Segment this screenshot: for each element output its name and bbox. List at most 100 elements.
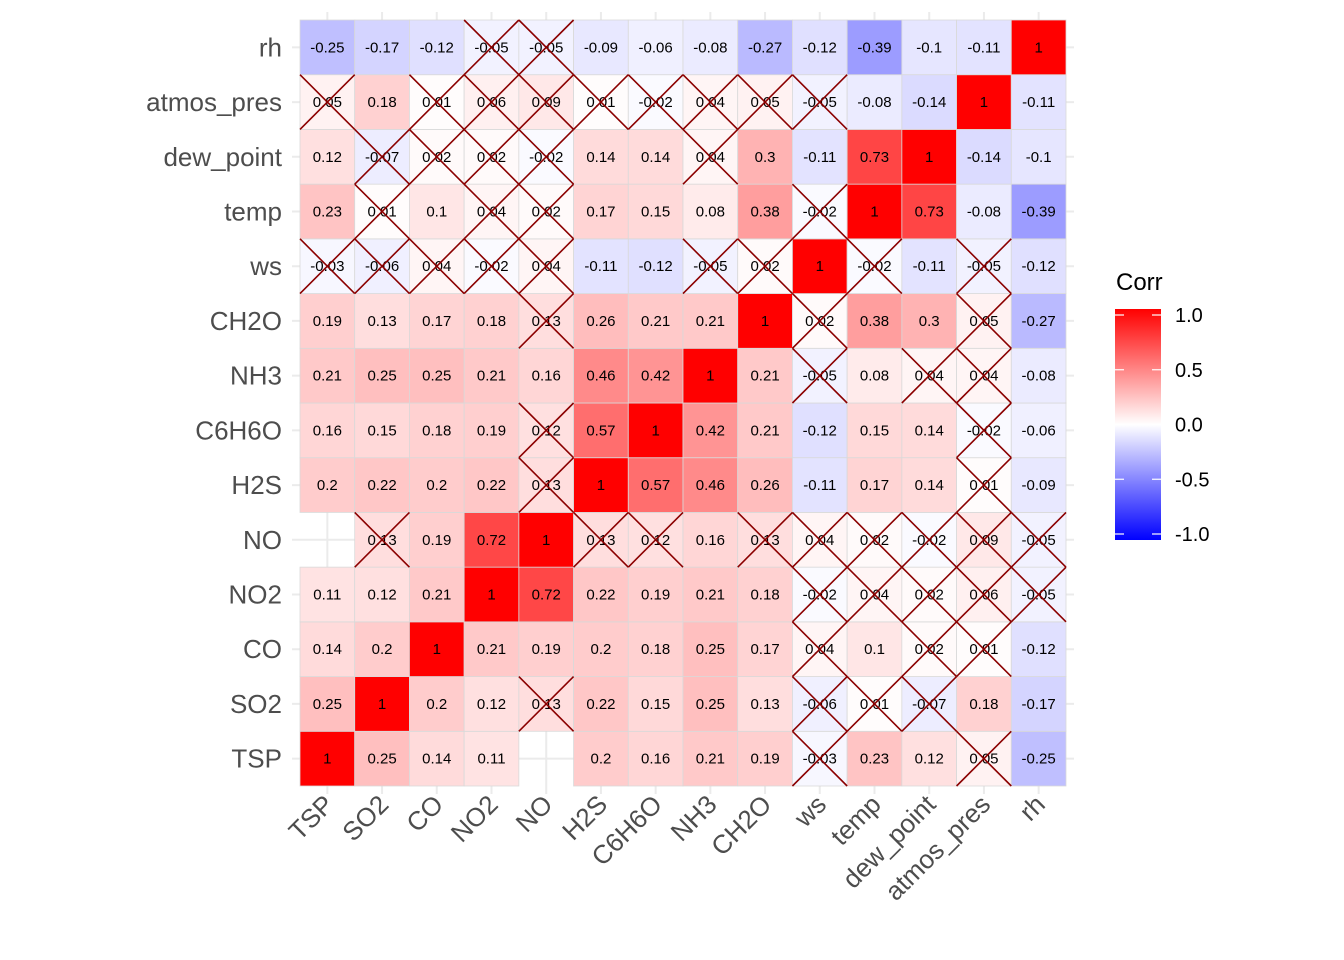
cell-value-label: 0.15 xyxy=(860,422,889,439)
y-tick-label: NO xyxy=(243,525,282,555)
heatmap-cell xyxy=(573,347,629,404)
cross-mark xyxy=(463,74,520,130)
cell-value-label: -0.12 xyxy=(1022,258,1056,275)
cell-value-label: 0.16 xyxy=(313,422,342,439)
cell-value-label: 0.38 xyxy=(860,313,889,330)
heatmap-cell xyxy=(354,293,410,349)
heatmap-cell xyxy=(901,19,957,76)
cell-value-label: 1 xyxy=(870,204,878,221)
heatmap-cell xyxy=(1010,74,1067,130)
cross-mark xyxy=(354,511,410,568)
heatmap-cell xyxy=(682,347,739,404)
heatmap-cell xyxy=(682,730,739,787)
cell-value-label: 0.15 xyxy=(367,422,396,439)
cell-value-label: 0.57 xyxy=(586,422,615,439)
cell-value-label: 0.21 xyxy=(313,368,342,385)
cell-value-label: -0.11 xyxy=(803,149,836,166)
cross-mark xyxy=(463,19,520,76)
heatmap-cell xyxy=(299,129,356,185)
heatmap-cell xyxy=(518,512,574,568)
cross-mark xyxy=(846,676,903,732)
heatmap-cell xyxy=(1010,730,1067,787)
y-tick-label: rh xyxy=(259,32,282,62)
cell-value-label: 0.2 xyxy=(372,641,393,658)
heatmap-cell xyxy=(627,676,684,732)
cell-value-label: 0.14 xyxy=(313,641,342,658)
heatmap-cell xyxy=(299,347,356,404)
cross-mark xyxy=(682,128,739,185)
cross-mark xyxy=(573,74,629,130)
cell-value-label: 0.3 xyxy=(919,313,940,330)
cross-mark xyxy=(463,238,520,295)
heatmap-cell xyxy=(409,183,465,240)
heatmap-cell xyxy=(409,730,465,787)
heatmap-cell xyxy=(627,129,684,185)
heatmap-cell xyxy=(1010,402,1067,459)
cell-value-label: 0.15 xyxy=(641,696,670,713)
x-tick-label: rh xyxy=(1013,789,1051,827)
cross-mark xyxy=(408,128,465,185)
cell-value-label: 0.18 xyxy=(969,696,998,713)
cell-value-label: 0.19 xyxy=(313,313,342,330)
cell-value-label: -0.11 xyxy=(1022,94,1055,111)
cell-value-label: 0.21 xyxy=(696,313,725,330)
heatmap-cell xyxy=(573,457,629,513)
cell-value-label: 0.22 xyxy=(367,477,396,494)
heatmap-cell xyxy=(463,676,520,732)
cell-value-label: 0.42 xyxy=(641,368,670,385)
cell-value-label: 0.16 xyxy=(532,368,561,385)
cell-value-label: 0.18 xyxy=(422,422,451,439)
heatmap-cell xyxy=(573,402,629,459)
cell-value-label: 0.25 xyxy=(422,368,451,385)
cell-value-label: 0.21 xyxy=(422,587,451,604)
heatmap-cell xyxy=(354,676,410,732)
cell-value-label: 0.18 xyxy=(750,587,779,604)
heatmap-cell xyxy=(627,183,684,240)
cell-value-label: 0.25 xyxy=(367,751,396,768)
x-tick-label: TSP xyxy=(283,789,340,846)
cell-value-label: 0.38 xyxy=(750,204,779,221)
heatmap-cell xyxy=(299,457,356,513)
cell-value-label: 1 xyxy=(706,368,714,385)
cell-value-label: 0.2 xyxy=(426,696,447,713)
cell-value-label: 0.2 xyxy=(426,477,447,494)
cell-value-label: 0.72 xyxy=(532,587,561,604)
heatmap-cell xyxy=(627,19,684,76)
x-tick-label: SO2 xyxy=(336,789,394,847)
cell-value-label: 0.14 xyxy=(915,477,944,494)
heatmap-cell xyxy=(463,566,520,623)
cell-value-label: 0.21 xyxy=(641,313,670,330)
cross-mark xyxy=(901,676,958,732)
cell-value-label: 0.3 xyxy=(755,149,776,166)
cross-mark xyxy=(518,457,575,513)
heatmap-cell xyxy=(518,347,574,404)
cell-value-label: 0.21 xyxy=(477,368,506,385)
cell-value-label: 0.25 xyxy=(696,696,725,713)
y-tick-label: TSP xyxy=(231,744,282,774)
cell-value-label: -0.39 xyxy=(1022,204,1056,221)
cell-value-label: -0.11 xyxy=(913,258,946,275)
heatmap-cell xyxy=(409,621,465,677)
cross-mark xyxy=(463,183,520,240)
heatmap-cell xyxy=(682,566,739,623)
cell-value-label: -0.27 xyxy=(748,39,782,56)
legend-tick-label: -0.5 xyxy=(1175,469,1209,491)
cross-mark xyxy=(354,183,410,240)
cell-value-label: 0.08 xyxy=(696,204,725,221)
heatmap-cell xyxy=(1010,238,1067,294)
cell-value-label: -0.17 xyxy=(1022,696,1056,713)
cross-mark xyxy=(354,238,410,295)
y-tick-label: temp xyxy=(224,197,282,227)
cell-value-label: 1 xyxy=(433,641,441,658)
cell-value-label: 1 xyxy=(980,94,988,111)
cell-value-label: 0.22 xyxy=(586,587,615,604)
cross-mark xyxy=(956,347,1012,404)
cell-value-label: 0.1 xyxy=(864,641,885,658)
cell-value-label: 0.17 xyxy=(422,313,451,330)
cell-value-label: 0.26 xyxy=(750,477,779,494)
cross-mark xyxy=(956,730,1012,787)
cell-value-label: 0.21 xyxy=(750,368,779,385)
cell-value-label: -0.12 xyxy=(803,39,837,56)
cell-value-label: 0.12 xyxy=(915,751,944,768)
cell-value-label: 0.26 xyxy=(586,313,615,330)
